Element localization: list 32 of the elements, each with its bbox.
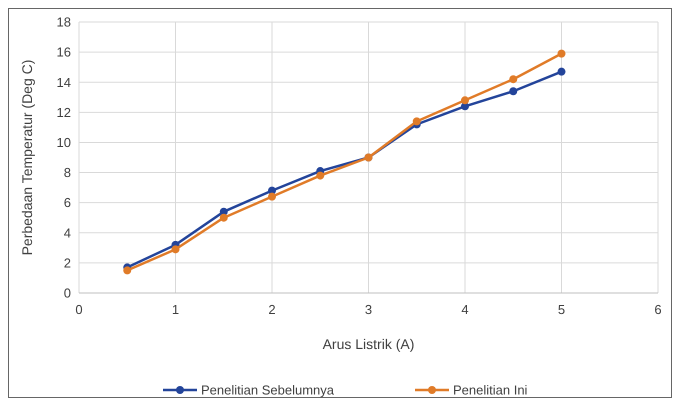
x-axis-title: Arus Listrik (A) — [322, 336, 414, 352]
point — [172, 245, 180, 254]
y-tick-label: 0 — [64, 286, 71, 301]
y-tick-label: 12 — [56, 104, 71, 120]
x-tick-label: 4 — [461, 302, 469, 317]
y-tick-label: 8 — [64, 165, 71, 180]
point — [412, 117, 421, 126]
x-tick-label: 5 — [558, 302, 566, 317]
y-tick-label: 18 — [56, 14, 71, 30]
y-tick-label: 14 — [56, 74, 71, 90]
point — [461, 96, 469, 104]
legend-label: Penelitian Ini — [453, 382, 528, 398]
y-tick-label: 2 — [64, 255, 71, 270]
y-tick-label: 6 — [64, 195, 71, 210]
y-axis-title: Perbedaan Temperatur (Deg C) — [19, 60, 35, 256]
x-tick-label: 6 — [654, 302, 662, 317]
y-tick-label: 4 — [64, 225, 71, 240]
point — [558, 68, 566, 76]
y-tick-label: 10 — [56, 134, 71, 150]
x-tick-label: 2 — [268, 302, 276, 317]
x-tick-label: 0 — [75, 302, 83, 317]
legend-label: Penelitian Sebelumnya — [201, 382, 335, 398]
point — [220, 214, 228, 222]
point — [558, 50, 566, 58]
point — [509, 75, 518, 84]
point — [123, 266, 132, 274]
point — [316, 172, 324, 180]
x-tick-label: 3 — [364, 302, 372, 317]
y-tick-label: 16 — [56, 44, 71, 60]
point — [268, 192, 276, 201]
x-tick-label: 1 — [172, 302, 180, 317]
point — [509, 87, 518, 96]
